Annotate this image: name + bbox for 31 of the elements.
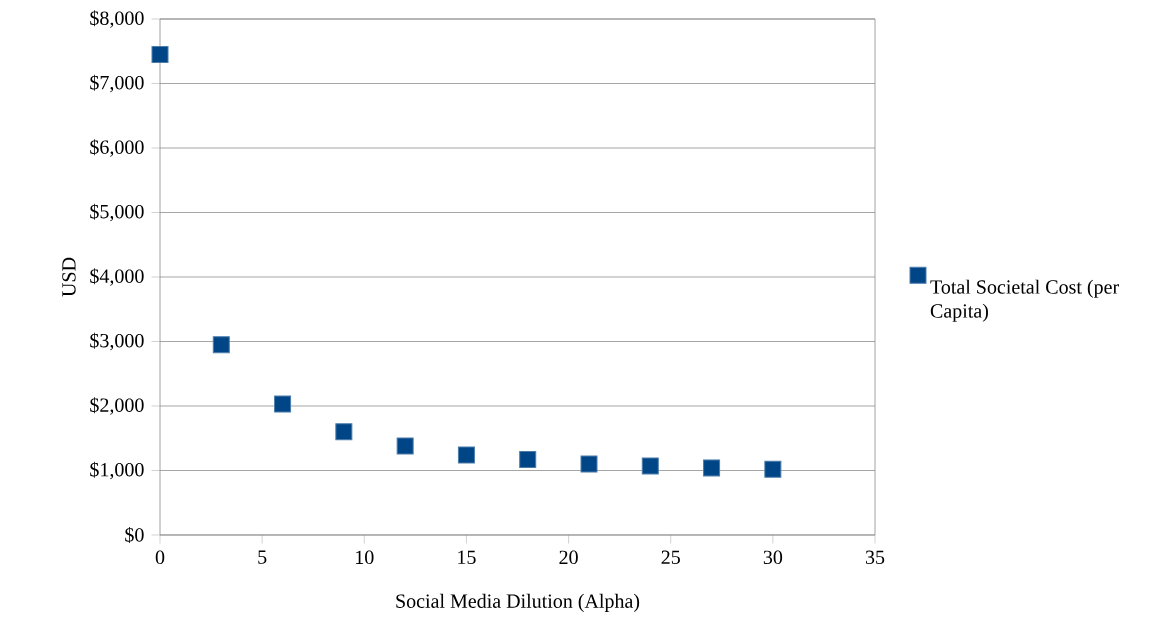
point bbox=[212, 336, 230, 354]
x-tick-label: 35 bbox=[865, 550, 885, 565]
y-tick-label: $5,000 bbox=[90, 203, 144, 222]
legend-label: Total Societal Cost (per Capita) bbox=[930, 279, 1119, 322]
y-tick-label: $0 bbox=[125, 526, 144, 543]
point bbox=[580, 455, 598, 473]
x-tick-label: 10 bbox=[356, 550, 374, 565]
point bbox=[335, 423, 353, 441]
y-tick-label: $1,000 bbox=[90, 461, 144, 480]
x-tick-label: 15 bbox=[458, 550, 476, 564]
point bbox=[457, 446, 475, 464]
point bbox=[151, 45, 169, 63]
x-tick-label: 0 bbox=[155, 550, 165, 565]
y-axis-title: USD bbox=[62, 257, 76, 297]
point bbox=[703, 459, 721, 477]
y-tick-label: $2,000 bbox=[90, 397, 144, 415]
x-tick-label: 5 bbox=[258, 550, 267, 564]
point bbox=[519, 451, 537, 469]
x-tick-label: 20 bbox=[559, 550, 578, 565]
x-tick-label: 30 bbox=[763, 550, 783, 565]
x-tick-label: 25 bbox=[661, 550, 680, 565]
point bbox=[396, 437, 414, 455]
x-axis-title: Social Media Dilution (Alpha) bbox=[396, 593, 640, 612]
point bbox=[764, 460, 782, 478]
y-tick-label: $3,000 bbox=[90, 332, 144, 351]
point bbox=[274, 395, 292, 413]
y-tick-label: $4,000 bbox=[90, 268, 144, 286]
y-tick-label: $7,000 bbox=[90, 74, 144, 93]
y-tick-label: $6,000 bbox=[90, 139, 144, 157]
y-tick-label: $8,000 bbox=[90, 10, 144, 28]
point bbox=[641, 457, 659, 475]
